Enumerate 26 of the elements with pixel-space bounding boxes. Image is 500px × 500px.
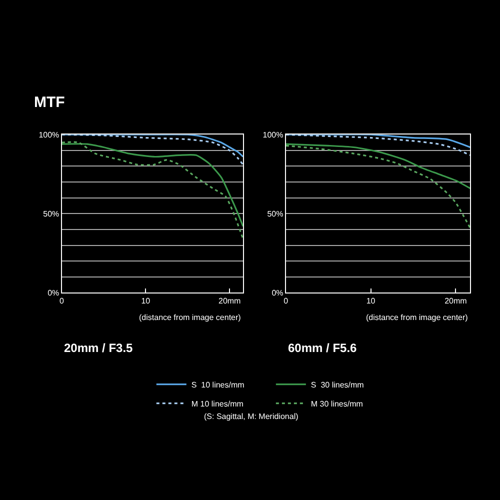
line-series — [286, 144, 470, 229]
line-series — [286, 134, 470, 156]
y-tick-label: 0% — [272, 288, 284, 298]
legend-label: S 30 lines/mm — [310, 380, 364, 390]
y-tick-label: 50% — [43, 209, 60, 218]
x-tick-label: 20mm — [444, 296, 468, 306]
legend-label: M 30 lines/mm — [310, 399, 364, 408]
x-axis-title: (distance from image center) — [139, 313, 242, 322]
line-series — [62, 134, 244, 166]
text: 20mm / F3.5 — [64, 341, 134, 355]
legend-label: S 10 lines/mm — [191, 380, 245, 390]
x-axis-title: (distance from image center) — [366, 313, 468, 322]
x-tick-label: 0 — [60, 296, 65, 306]
y-tick-label: 100% — [262, 130, 284, 140]
y-tick-label: 0% — [48, 288, 60, 298]
y-tick-label: 50% — [267, 209, 284, 218]
y-tick-label: 100% — [38, 130, 60, 140]
chart-title: MTF — [34, 94, 65, 111]
x-tick-label: 20mm — [218, 296, 242, 306]
x-tick-label: 10 — [141, 296, 151, 306]
legend-label: M 10 lines/mm — [191, 399, 244, 408]
x-tick-label: 0 — [284, 296, 289, 306]
x-tick-label: 10 — [366, 296, 376, 306]
line-series — [286, 143, 470, 190]
text: (S: Sagittal, M: Meridional) — [204, 412, 299, 421]
text: 60mm / F5.6 — [288, 341, 358, 355]
